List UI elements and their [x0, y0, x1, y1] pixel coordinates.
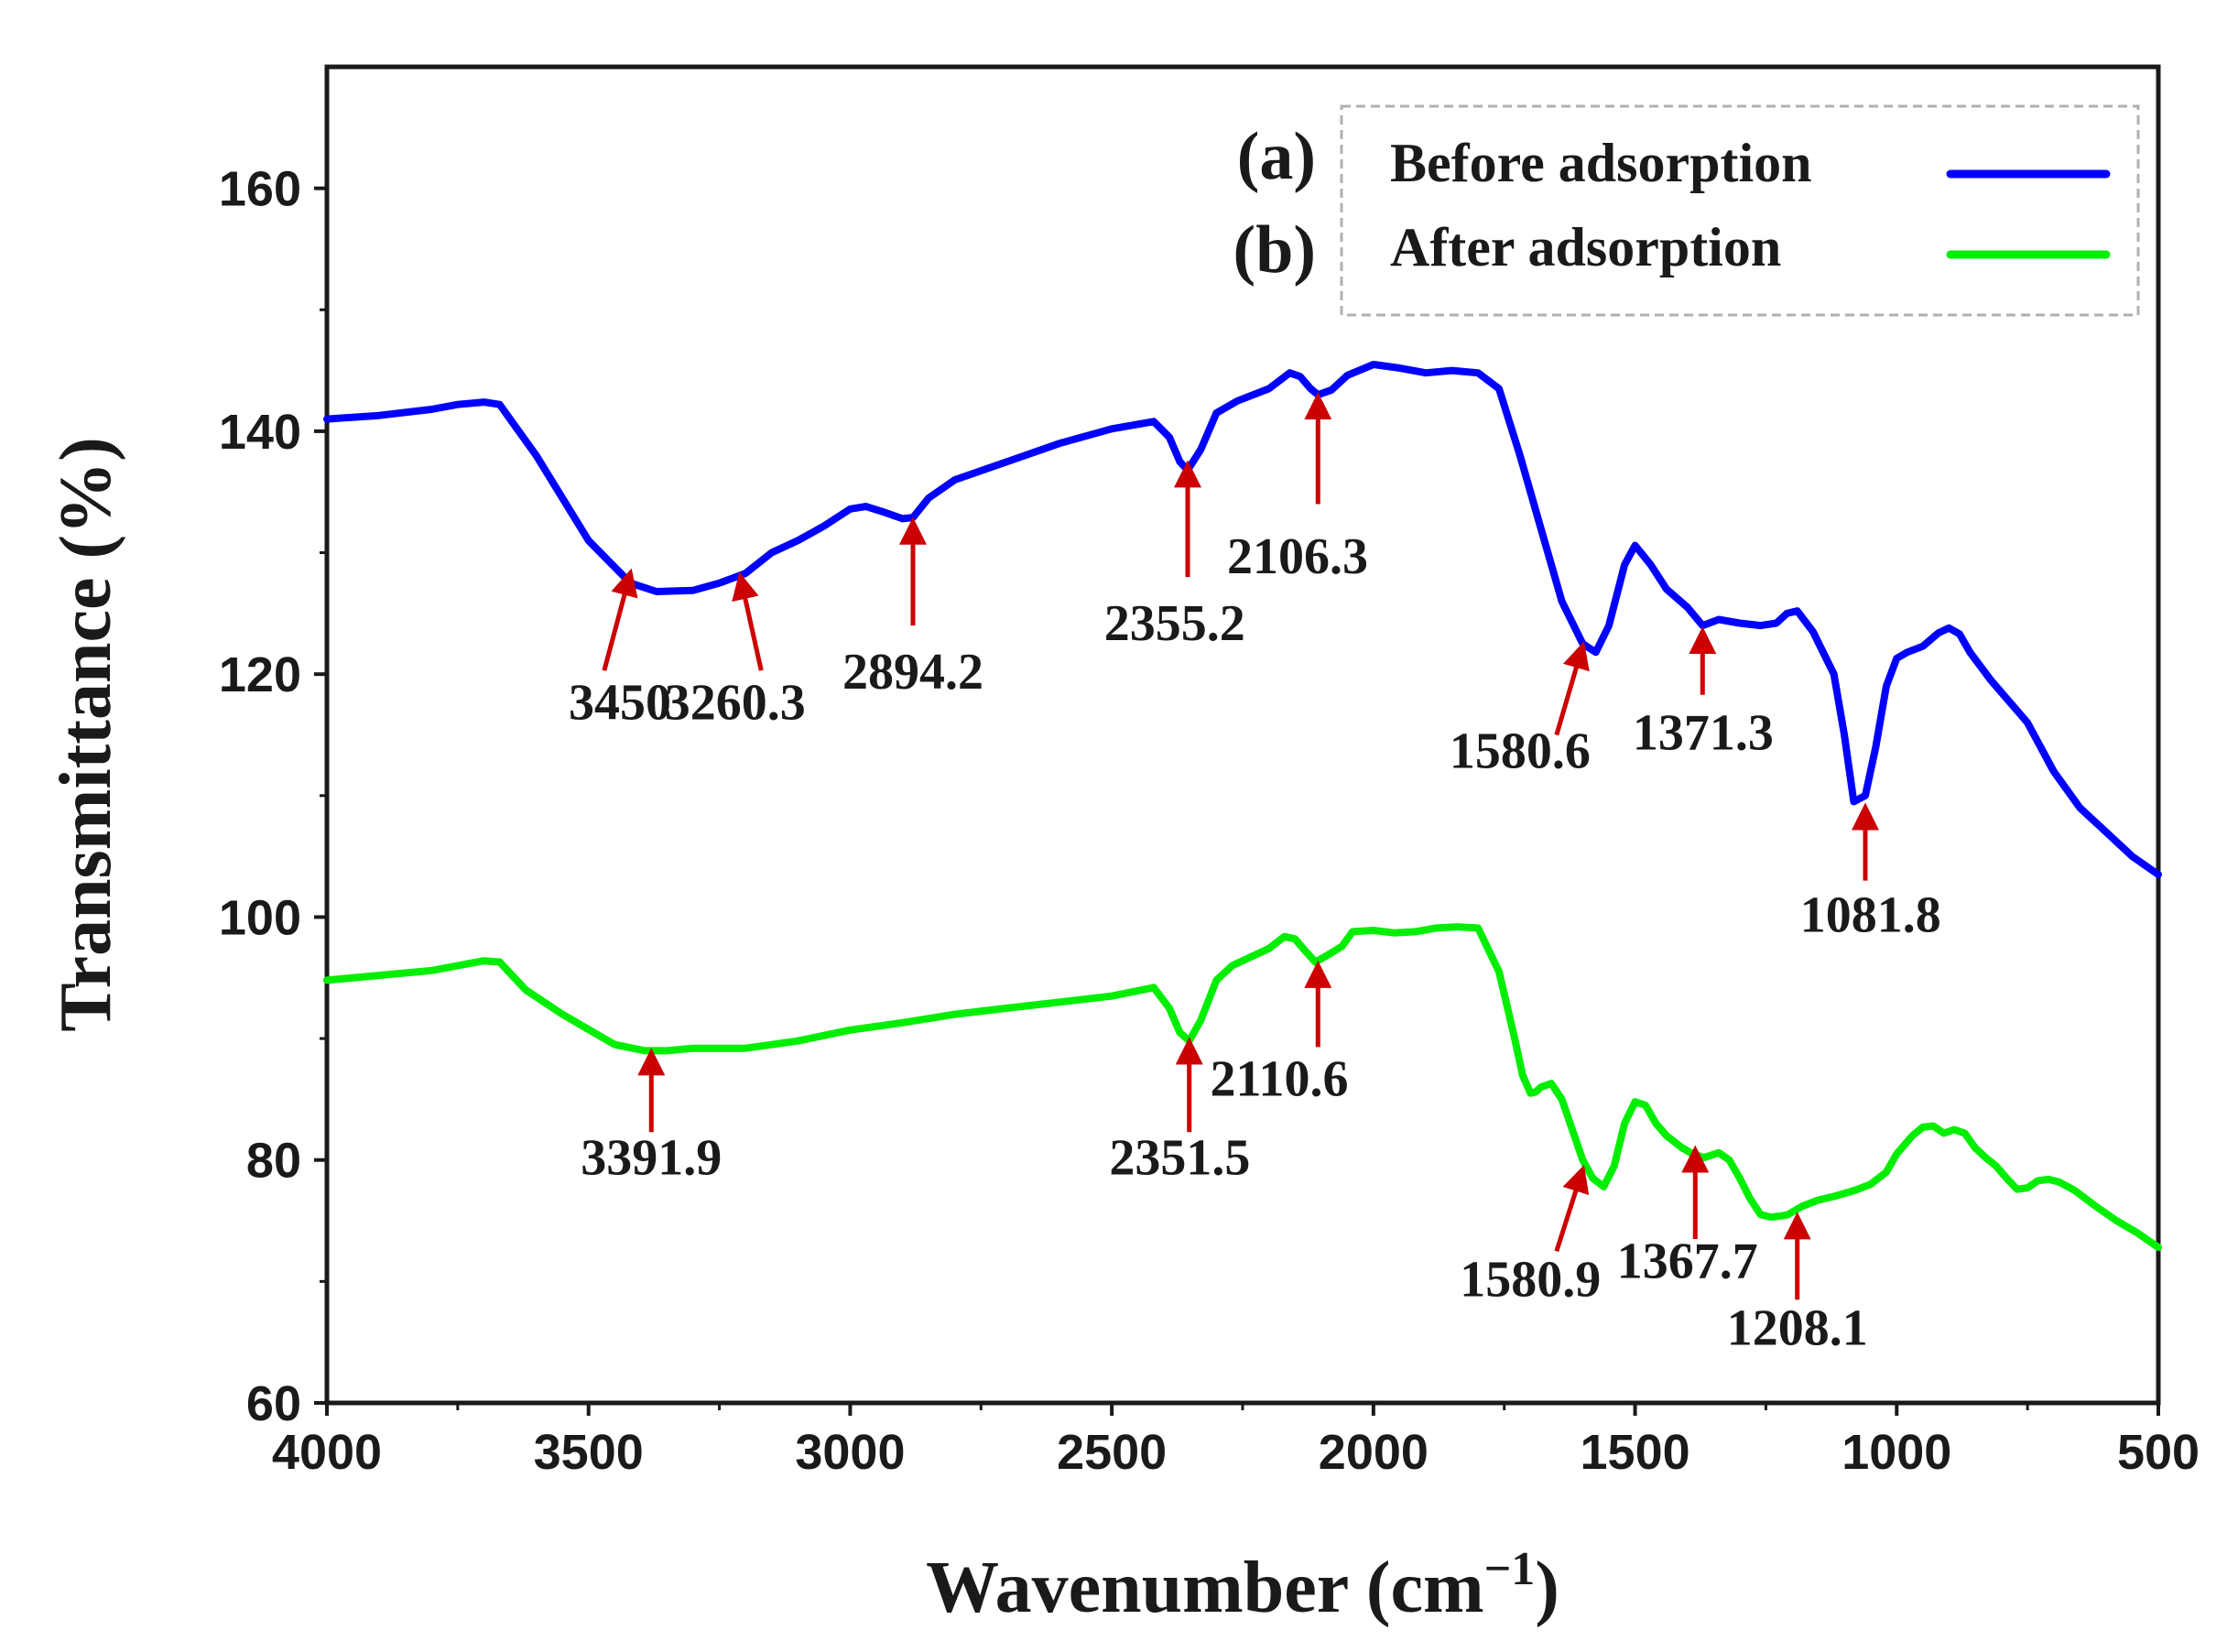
peak-label: 1208.1	[1727, 1299, 1868, 1356]
legend-label-before: Before adsorption	[1390, 133, 1812, 193]
peak-label: 3391.9	[581, 1130, 722, 1187]
peak-label: 2355.2	[1104, 595, 1245, 652]
legend: (a) (b) Before adsorption After adsorpti…	[1233, 104, 2140, 317]
peak-label: 2894.2	[842, 644, 983, 701]
peak-label: 1371.3	[1633, 704, 1774, 761]
series-lines	[323, 361, 2162, 1252]
x-tick-label: 2000	[1319, 1425, 1429, 1480]
y-tick-label: 160	[219, 162, 301, 217]
x-tick-label: 4000	[272, 1425, 382, 1480]
axis-ticks: 4000 3500 3000 2500 2000 1500 1000 500 60 80 100 12…	[219, 162, 2200, 1480]
legend-box	[1340, 104, 2140, 317]
series-before-adsorption	[323, 361, 2162, 878]
peak-label: 1580.9	[1460, 1251, 1601, 1308]
y-tick-label: 80	[246, 1134, 301, 1189]
x-axis-title: Wavenumber (cm−1)	[926, 1543, 1559, 1628]
peak-arrow	[1554, 1164, 1590, 1252]
x-tick-label: 500	[2117, 1425, 2200, 1480]
legend-key-a: (a)	[1237, 119, 1316, 194]
peak-arrow	[732, 571, 764, 671]
x-tick-label: 2500	[1057, 1425, 1167, 1480]
peak-arrow	[1554, 641, 1590, 736]
y-axis-title: Transmittance (%)	[46, 437, 126, 1032]
peak-label: 2351.5	[1109, 1130, 1250, 1187]
peak-label: 2110.6	[1211, 1050, 1349, 1107]
peak-label: 1580.6	[1450, 723, 1591, 779]
x-tick-label: 1500	[1581, 1425, 1690, 1480]
peak-label: 3260.3	[665, 674, 806, 731]
legend-key-b: (b)	[1233, 212, 1316, 288]
x-tick-label: 3500	[534, 1425, 644, 1480]
peak-label: 1081.8	[1800, 886, 1941, 943]
peak-label: 3450	[569, 674, 671, 731]
series-after-adsorption	[323, 923, 2162, 1252]
x-tick-label: 1000	[1841, 1425, 1951, 1480]
y-tick-label: 100	[219, 890, 301, 945]
peak-label: 1367.7	[1617, 1233, 1758, 1289]
peak-label: 2106.3	[1227, 528, 1368, 585]
x-tick-label: 3000	[795, 1425, 905, 1480]
peak-arrow	[602, 568, 638, 671]
legend-label-after: After adsorption	[1390, 217, 1781, 277]
y-tick-label: 60	[246, 1376, 301, 1431]
y-tick-label: 140	[219, 405, 301, 460]
y-tick-label: 120	[219, 647, 301, 702]
